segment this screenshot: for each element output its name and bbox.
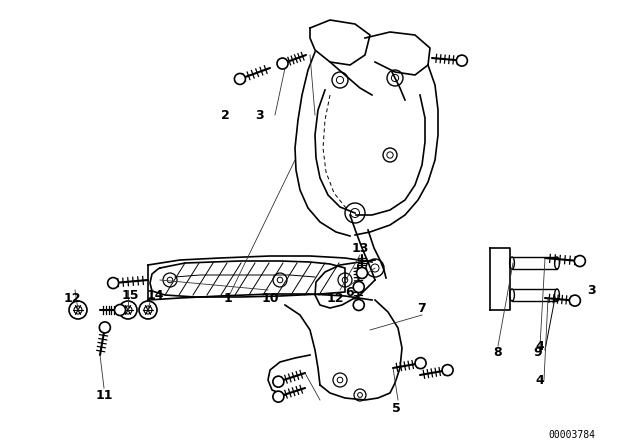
Circle shape	[442, 365, 453, 375]
Circle shape	[338, 273, 352, 287]
Circle shape	[415, 358, 426, 369]
Circle shape	[99, 322, 110, 333]
Ellipse shape	[509, 257, 515, 269]
Circle shape	[163, 273, 177, 287]
Text: 1: 1	[223, 292, 232, 305]
Circle shape	[139, 301, 157, 319]
Circle shape	[574, 255, 586, 267]
Text: 15: 15	[121, 289, 139, 302]
Text: 6: 6	[346, 285, 355, 298]
Circle shape	[69, 301, 87, 319]
Ellipse shape	[509, 289, 515, 301]
Text: 4: 4	[536, 374, 545, 387]
Circle shape	[353, 299, 364, 310]
Circle shape	[273, 273, 287, 287]
Text: 11: 11	[95, 388, 113, 401]
Text: 12: 12	[326, 292, 344, 305]
Circle shape	[570, 295, 580, 306]
Ellipse shape	[555, 289, 559, 301]
Circle shape	[119, 301, 137, 319]
Text: 9: 9	[534, 345, 542, 358]
Text: 12: 12	[63, 292, 81, 305]
Text: 3: 3	[256, 108, 264, 121]
Circle shape	[354, 389, 366, 401]
Text: 00003784: 00003784	[548, 430, 595, 440]
Circle shape	[353, 281, 364, 293]
Text: 2: 2	[221, 108, 229, 121]
Circle shape	[273, 376, 284, 387]
Circle shape	[333, 373, 347, 387]
Circle shape	[345, 203, 365, 223]
Ellipse shape	[555, 257, 559, 269]
Text: 14: 14	[147, 289, 164, 302]
Text: 10: 10	[261, 292, 279, 305]
Polygon shape	[512, 289, 557, 301]
Text: 3: 3	[588, 284, 596, 297]
Circle shape	[387, 70, 403, 86]
Circle shape	[277, 58, 288, 69]
Text: 4: 4	[536, 340, 545, 353]
Text: 8: 8	[493, 345, 502, 358]
Circle shape	[383, 148, 397, 162]
Circle shape	[332, 72, 348, 88]
Polygon shape	[512, 257, 557, 269]
Circle shape	[108, 278, 118, 289]
Circle shape	[234, 73, 245, 84]
Circle shape	[356, 267, 367, 279]
Circle shape	[456, 55, 467, 66]
Circle shape	[115, 305, 125, 315]
Text: 7: 7	[418, 302, 426, 314]
Text: 13: 13	[351, 241, 369, 254]
Circle shape	[273, 391, 284, 402]
Text: 5: 5	[392, 401, 401, 414]
Circle shape	[366, 259, 384, 277]
